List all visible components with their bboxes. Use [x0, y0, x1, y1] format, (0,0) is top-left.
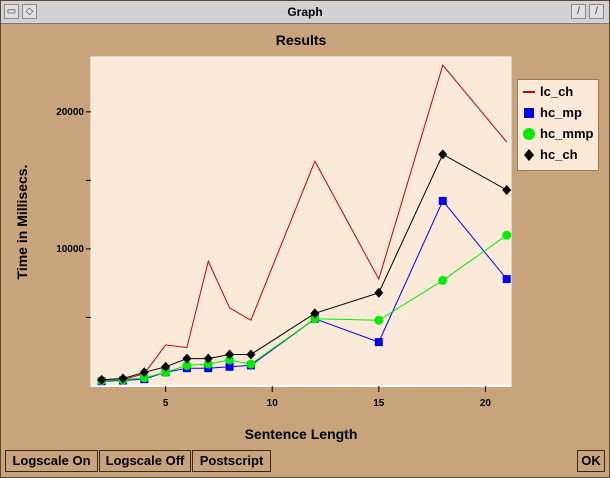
data-point-hc_mmp — [438, 275, 448, 285]
data-point-hc_mmp — [374, 315, 384, 325]
data-point-hc_mp — [225, 362, 234, 371]
data-point-hc_mmp — [203, 359, 213, 369]
logscale-off-button[interactable]: Logscale Off — [99, 450, 191, 472]
y-axis-label: Time in Millisecs. — [14, 165, 30, 280]
data-point-hc_ch — [438, 149, 448, 160]
chart-legend: lc_ch hc_mp hc_mmp hc_ch — [517, 79, 599, 171]
data-point-hc_mp — [374, 338, 383, 347]
legend-label: hc_ch — [540, 147, 578, 162]
plot-area — [90, 56, 512, 387]
x-tick-label: 20 — [480, 398, 492, 409]
data-point-hc_ch — [374, 287, 384, 298]
x-tick-label: 15 — [373, 398, 385, 409]
data-point-hc_ch — [118, 373, 128, 384]
title-bar: ▭ ◇ Graph / / — [1, 1, 609, 24]
legend-line-icon — [523, 91, 535, 93]
data-point-hc_ch — [310, 308, 320, 319]
postscript-button[interactable]: Postscript — [192, 450, 271, 472]
data-point-hc_mmp — [310, 314, 320, 324]
x-tick-label: 10 — [267, 398, 279, 409]
shade-icon[interactable]: ◇ — [22, 4, 37, 19]
graph-content: Results Sentence Length Time in Millisecs.… — [1, 24, 609, 477]
chart-title: Results — [276, 32, 327, 48]
data-point-hc_mp — [502, 275, 511, 284]
x-axis-label: Sentence Length — [245, 426, 358, 442]
ok-button[interactable]: OK — [577, 450, 605, 472]
data-point-hc_ch — [502, 184, 512, 195]
legend-label: hc_mmp — [540, 126, 594, 141]
data-point-hc_mmp — [182, 360, 192, 370]
y-tick-label: 10000 — [56, 244, 84, 255]
data-point-hc_mmp — [246, 359, 256, 369]
data-point-hc_ch — [161, 361, 171, 372]
data-point-hc_ch — [203, 353, 213, 364]
maximize-icon[interactable]: / — [589, 4, 604, 19]
data-point-hc_ch — [97, 374, 107, 385]
data-point-hc_ch — [139, 367, 149, 378]
data-point-hc_ch — [182, 353, 192, 364]
data-point-hc_mmp — [225, 355, 235, 365]
series-line-lc_ch — [101, 64, 508, 382]
legend-circle-icon — [523, 128, 535, 140]
data-point-hc_mmp — [139, 373, 149, 383]
window-title: Graph — [287, 5, 323, 19]
data-point-hc_ch — [225, 349, 235, 360]
data-point-hc_ch — [246, 349, 256, 360]
data-point-hc_mmp — [161, 367, 171, 377]
results-chart: Results Sentence Length Time in Millisecs.… — [14, 32, 512, 442]
data-point-hc_mmp — [502, 230, 512, 240]
legend-label: lc_ch — [540, 84, 574, 99]
x-tick-label: 5 — [163, 398, 169, 409]
minimize-icon[interactable]: / — [571, 4, 586, 19]
legend-label: hc_mp — [540, 105, 582, 120]
legend-diamond-icon — [524, 149, 534, 161]
y-tick-label: 20000 — [56, 107, 84, 118]
data-point-hc_mp — [438, 196, 447, 205]
logscale-on-button[interactable]: Logscale On — [5, 450, 98, 472]
window-menu-icon[interactable]: ▭ — [4, 4, 19, 19]
legend-square-icon — [524, 108, 534, 118]
